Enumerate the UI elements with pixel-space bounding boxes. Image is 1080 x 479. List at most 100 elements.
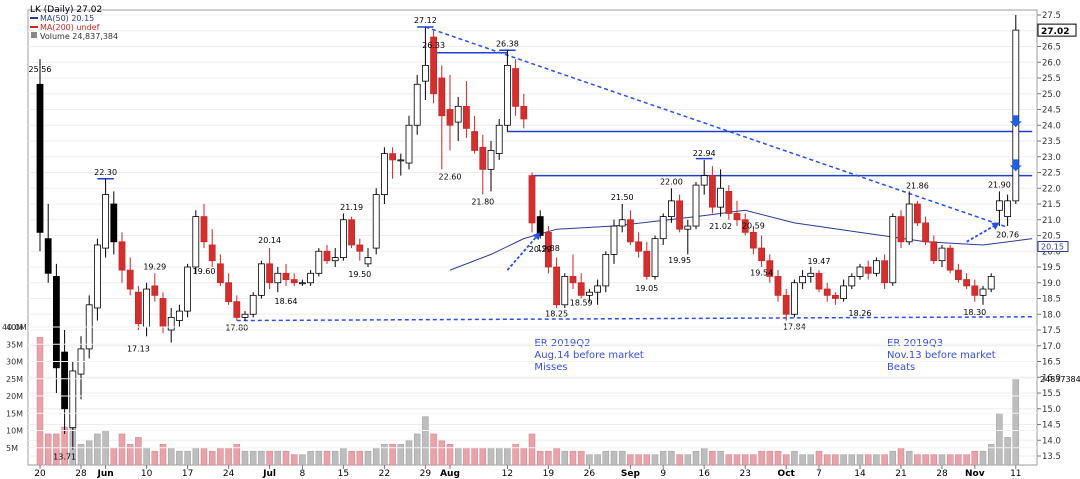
y-tick-label: 19.0 — [1042, 279, 1061, 289]
x-tick-label: Jul — [262, 469, 276, 479]
candle-body — [914, 203, 921, 224]
candle-body — [225, 282, 233, 303]
candle-body — [774, 276, 782, 296]
volume-bar — [914, 454, 921, 466]
candle-body — [823, 288, 831, 296]
candle-body — [364, 257, 372, 265]
arrow-head-icon — [532, 232, 541, 241]
candle-body — [610, 225, 618, 255]
y-tick-label: 16.0 — [1042, 373, 1061, 383]
candle-body — [512, 68, 519, 107]
candle-body — [257, 263, 265, 296]
volume-bar — [438, 440, 446, 466]
candle-body — [717, 187, 724, 208]
volume-bar — [577, 450, 585, 466]
y-tick-label: 20.0 — [1042, 247, 1061, 257]
volume-tick-label: 40M — [6, 323, 23, 332]
candle-body — [684, 225, 692, 230]
x-tick-label: 16 — [698, 469, 710, 479]
volume-bar — [856, 454, 864, 466]
volume-bar — [495, 447, 503, 466]
volume-bar — [274, 450, 282, 466]
volume-bar — [938, 454, 946, 466]
volume-bar — [135, 437, 142, 466]
candle-body — [987, 276, 995, 290]
volume-bar — [700, 447, 708, 466]
volume-bar — [594, 454, 601, 466]
candle-body — [815, 272, 823, 290]
x-tick-label: 24 — [223, 469, 235, 479]
y-tick-label: 16.5 — [1042, 358, 1061, 368]
price-label: 20.14 — [258, 236, 281, 245]
candle-body — [208, 244, 216, 262]
candle-body — [102, 194, 109, 249]
candle-body — [545, 231, 552, 268]
volume-bar — [635, 454, 642, 466]
volume-bar — [192, 447, 200, 466]
price-label: 18.25 — [545, 309, 568, 318]
candle-body — [110, 203, 118, 243]
candle-body — [668, 200, 675, 218]
candle-body — [659, 216, 667, 240]
x-tick-label: 22 — [379, 469, 390, 479]
price-label: 19.88 — [537, 244, 560, 253]
price-label: 17.80 — [225, 324, 248, 333]
volume-tick-label: 5M — [6, 444, 18, 453]
price-label: 19.29 — [143, 263, 166, 272]
volume-bar — [725, 454, 733, 466]
price-label: 19.50 — [348, 270, 371, 279]
arrow-head-icon — [991, 222, 1000, 230]
volume-bar — [799, 454, 806, 466]
volume-tick-label: 30M — [6, 358, 23, 367]
candle-body — [807, 272, 815, 277]
volume-bar — [971, 450, 979, 466]
volume-bar — [249, 450, 257, 466]
x-tick-label: 9 — [660, 469, 666, 479]
volume-bar — [561, 450, 569, 466]
y-tick-label: 22.5 — [1042, 169, 1061, 179]
volume-bar — [159, 444, 167, 466]
price-label: 26.38 — [496, 39, 519, 48]
volume-bar — [873, 454, 880, 466]
candle-body — [159, 298, 167, 328]
annotation-text: ER 2019Q3 — [887, 338, 943, 349]
candle-body — [864, 266, 872, 274]
volume-bar — [545, 450, 552, 466]
x-tick-label: Sep — [621, 469, 641, 479]
candle-body — [471, 131, 479, 151]
volume-bar — [53, 433, 60, 466]
x-tick-label: 29 — [420, 469, 432, 479]
volume-bar — [356, 450, 364, 466]
volume-bar — [118, 433, 126, 466]
candle-body — [36, 83, 44, 233]
candle-body — [118, 241, 126, 271]
candle-body — [241, 313, 249, 318]
price-label: 21.50 — [611, 193, 634, 202]
y-tick-label: 26.0 — [1042, 58, 1061, 68]
volume-bar — [528, 433, 536, 466]
candle-body — [586, 291, 593, 296]
volume-bar — [307, 450, 314, 466]
volume-bar — [758, 450, 765, 466]
volume-bar — [840, 454, 847, 466]
volume-tick-label: 20M — [6, 392, 23, 401]
volume-bar — [463, 447, 470, 466]
volume-bar — [487, 447, 495, 466]
volume-bar — [643, 454, 651, 466]
y-tick-label: 24.5 — [1042, 106, 1061, 116]
volume-bar — [512, 444, 519, 466]
volume-bar — [176, 450, 183, 466]
candle-body — [339, 219, 347, 258]
annotation-text: Nov.13 before market — [887, 350, 996, 361]
candle-body — [561, 276, 569, 306]
price-label: 18.26 — [849, 309, 872, 318]
volume-bar — [315, 450, 323, 466]
volume-top-label: 40.0M — [2, 323, 27, 332]
candle-body — [389, 153, 397, 161]
y-tick-label: 24.0 — [1042, 121, 1061, 131]
volume-bar — [430, 433, 437, 466]
candles — [36, 15, 1020, 450]
candle-body — [791, 282, 798, 315]
